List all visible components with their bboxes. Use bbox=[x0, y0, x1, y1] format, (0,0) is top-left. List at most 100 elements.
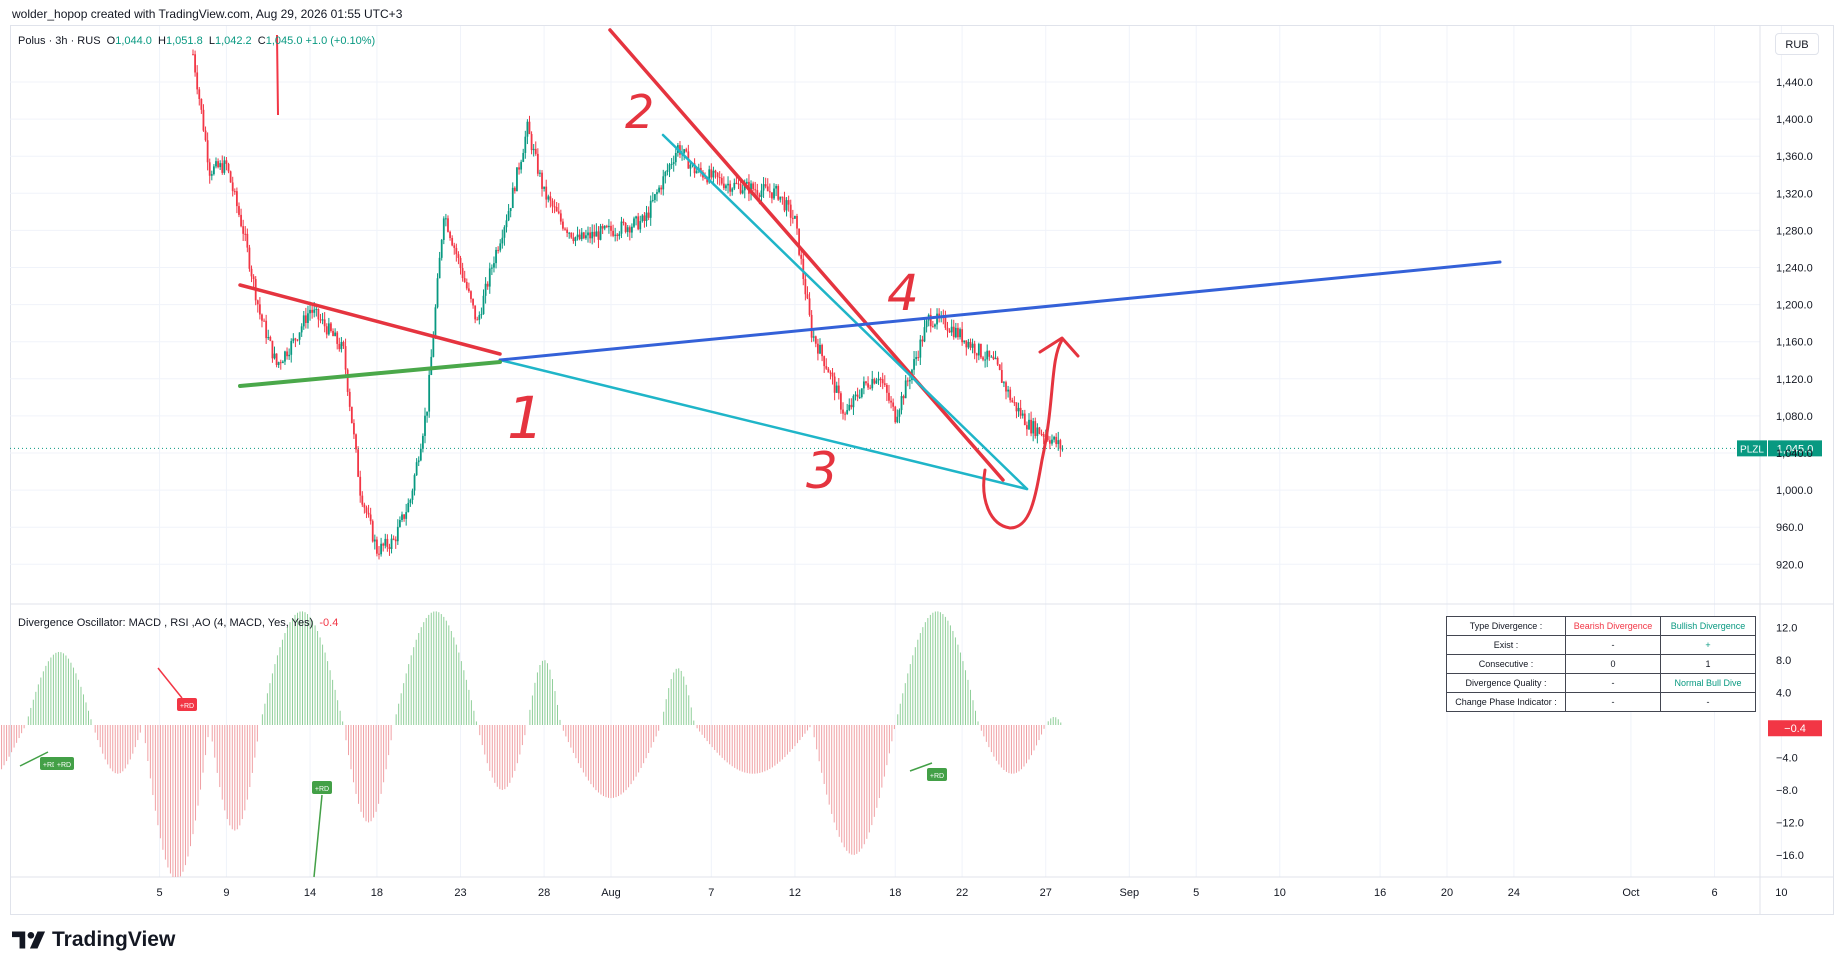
candle-body bbox=[710, 169, 713, 178]
candle-body bbox=[821, 344, 823, 357]
candle-body bbox=[620, 221, 623, 234]
candle-body bbox=[411, 490, 414, 500]
candle-body bbox=[392, 538, 395, 540]
tradingview-logo-icon bbox=[12, 931, 46, 949]
candle-body bbox=[1046, 435, 1049, 441]
candle-body bbox=[336, 332, 339, 344]
candle-body bbox=[992, 356, 995, 360]
time-tick-label: 23 bbox=[454, 887, 466, 899]
candle-body bbox=[934, 324, 936, 327]
candle-body bbox=[877, 378, 880, 381]
candle-body bbox=[357, 449, 360, 477]
candle-body bbox=[493, 263, 495, 268]
candle-body bbox=[279, 362, 282, 364]
divergence-marker bbox=[927, 768, 947, 781]
candle-body bbox=[971, 343, 974, 348]
price-tick-label: 1,440.0 bbox=[1776, 77, 1813, 89]
candle-body bbox=[511, 187, 514, 209]
candle-body bbox=[332, 330, 334, 337]
time-tick-label: 5 bbox=[1193, 887, 1199, 899]
candle-body bbox=[478, 315, 481, 320]
candle-body bbox=[867, 383, 869, 388]
candle-body bbox=[668, 164, 671, 171]
candle-body bbox=[683, 149, 686, 154]
candle-body bbox=[990, 356, 993, 358]
candle-body bbox=[733, 182, 736, 189]
candle-body bbox=[524, 136, 527, 153]
candle-body bbox=[503, 227, 506, 238]
candle-body bbox=[580, 232, 583, 240]
candle-body bbox=[812, 336, 815, 338]
candle-body bbox=[637, 216, 640, 230]
tradingview-brand[interactable]: TradingView bbox=[12, 928, 175, 952]
candle-body bbox=[263, 320, 265, 322]
candle-body bbox=[461, 268, 464, 279]
annotation-number-4: 4 bbox=[887, 264, 919, 322]
candle-body bbox=[881, 379, 884, 384]
oscillator-tick-label: −12.0 bbox=[1776, 817, 1804, 829]
candle-body bbox=[618, 233, 621, 237]
candle-body bbox=[210, 174, 213, 176]
candle-body bbox=[217, 161, 219, 168]
candle-body bbox=[396, 526, 399, 542]
divergence-line bbox=[19, 751, 49, 767]
symbol-legend[interactable]: Polus · 3h · RUS O1,044.0 H1,051.8 L1,04… bbox=[18, 35, 375, 47]
oscillator-histogram: −0.4 bbox=[1, 611, 1822, 877]
candle-body bbox=[1005, 382, 1007, 392]
candle-body bbox=[597, 231, 600, 240]
candle-body bbox=[846, 410, 849, 414]
candle-body bbox=[885, 384, 888, 393]
candle-body bbox=[714, 170, 717, 173]
candle-body bbox=[302, 315, 305, 327]
candle-body bbox=[536, 153, 539, 174]
candle-body bbox=[777, 186, 780, 200]
price-tick-label: 1,400.0 bbox=[1776, 114, 1813, 126]
candle-body bbox=[507, 211, 510, 221]
time-tick-label: 10 bbox=[1775, 887, 1787, 899]
trendline bbox=[661, 133, 1029, 491]
candle-body bbox=[317, 308, 320, 320]
candle-body bbox=[480, 314, 483, 316]
candle-body bbox=[720, 177, 723, 184]
candle-body bbox=[814, 336, 817, 344]
candle-body bbox=[309, 309, 311, 314]
candle-body bbox=[1021, 413, 1024, 416]
currency-button[interactable]: RUB bbox=[1775, 33, 1819, 55]
high-label: H bbox=[158, 35, 166, 47]
candle-body bbox=[883, 383, 886, 385]
candle-body bbox=[789, 204, 792, 218]
candle-body bbox=[996, 357, 999, 365]
candle-body bbox=[273, 353, 276, 359]
candle-body bbox=[614, 234, 617, 236]
candle-body bbox=[526, 121, 529, 137]
candle-body bbox=[428, 374, 431, 412]
oscillator-legend[interactable]: Divergence Oscillator: MACD , RSI ,AO (4… bbox=[18, 617, 338, 629]
candle-body bbox=[610, 225, 612, 231]
candle-body bbox=[221, 163, 224, 173]
candle-body bbox=[896, 416, 899, 423]
candle-body bbox=[722, 183, 725, 189]
divergence-table: Type Divergence : Bearish Divergence Bul… bbox=[1446, 616, 1756, 712]
candle-body bbox=[931, 326, 934, 328]
candle-body bbox=[378, 553, 380, 555]
candle-body bbox=[1011, 400, 1014, 403]
candle-body bbox=[766, 186, 769, 192]
candle-body bbox=[311, 309, 314, 313]
divergence-marker-label: +RD bbox=[57, 762, 71, 769]
trendline bbox=[238, 283, 502, 356]
candle-body bbox=[768, 191, 771, 193]
candle-body bbox=[973, 343, 976, 354]
candle-body bbox=[390, 538, 393, 550]
candle-body bbox=[495, 249, 497, 264]
candle-body bbox=[442, 218, 445, 240]
candle-body bbox=[1023, 413, 1026, 426]
price-tick-label: 960.0 bbox=[1776, 522, 1804, 534]
candle-body bbox=[1015, 402, 1018, 412]
candle-body bbox=[718, 177, 721, 179]
price-tag-symbol-bg bbox=[1737, 440, 1767, 457]
time-tick-label: 18 bbox=[889, 887, 901, 899]
candle-body bbox=[982, 357, 984, 360]
candle-body bbox=[350, 406, 353, 424]
